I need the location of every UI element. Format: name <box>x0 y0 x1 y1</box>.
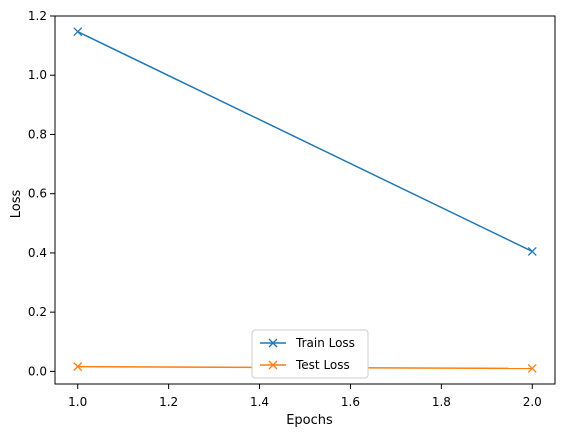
x-tick-label: 1.4 <box>250 395 269 409</box>
legend-marker <box>268 338 278 348</box>
y-tick-label: 0.8 <box>28 127 47 141</box>
legend: Train Loss Test Loss <box>251 329 369 379</box>
marker-stroke <box>268 360 278 370</box>
legend-item: Train Loss <box>260 336 355 350</box>
legend-marker <box>268 360 278 370</box>
y-tick-label: 0.0 <box>28 364 47 378</box>
x-axis-label: Epochs <box>286 413 333 428</box>
data-point-marker <box>73 27 83 37</box>
legend-label: Test Loss <box>295 358 350 372</box>
x-tick-label: 1.6 <box>341 395 360 409</box>
marker-stroke <box>527 363 537 373</box>
series-line <box>77 31 533 253</box>
y-tick-label: 0.2 <box>28 305 47 319</box>
y-tick-label: 0.4 <box>28 246 47 260</box>
x-axis-ticks: 1.0 1.2 1.4 1.6 1.8 2.0 <box>68 384 542 409</box>
y-tick-label: 1.0 <box>28 68 47 82</box>
x-tick-label: 1.2 <box>159 395 178 409</box>
marker-stroke <box>73 362 83 372</box>
marker-stroke <box>268 338 278 348</box>
data-point-marker <box>73 362 83 372</box>
plot-area-border <box>54 15 556 385</box>
legend-box <box>251 329 369 379</box>
y-axis-ticks: 0.0 0.2 0.4 0.6 0.8 1.0 1.2 <box>28 9 55 378</box>
data-point-marker <box>527 246 537 256</box>
y-tick-label: 0.6 <box>28 187 47 201</box>
x-tick-label: 1.8 <box>432 395 451 409</box>
marker-stroke <box>73 27 83 37</box>
train-loss-series <box>73 27 537 256</box>
x-tick-label: 1.0 <box>68 395 87 409</box>
legend-label: Train Loss <box>295 336 355 350</box>
x-tick-label: 2.0 <box>523 395 542 409</box>
axes-frame <box>54 15 556 385</box>
y-axis-label: Loss <box>9 190 24 219</box>
legend-item: Test Loss <box>260 358 350 372</box>
marker-stroke <box>527 246 537 256</box>
data-point-marker <box>527 363 537 373</box>
y-tick-label: 1.2 <box>28 9 47 23</box>
